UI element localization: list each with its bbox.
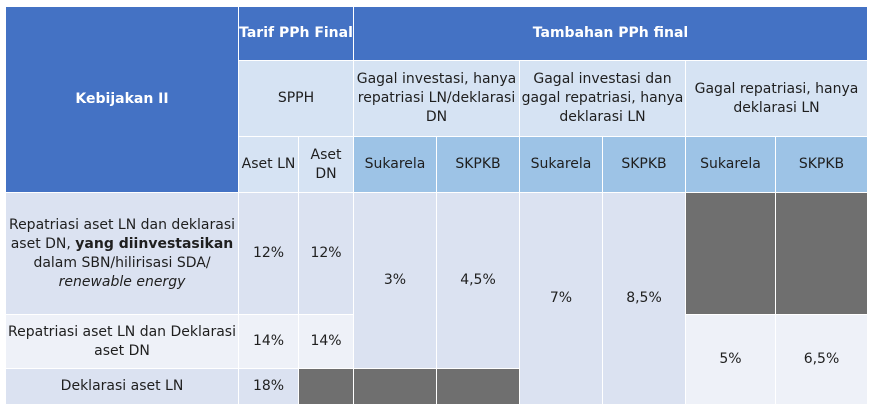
row1-g1-sukarela: 3% [353,192,437,369]
row1-g2-skpkb: 8,5% [602,192,686,405]
row2-g3-skpkb: 6,5% [775,314,868,405]
aset-ln-header: Aset LN [238,136,299,193]
group1-header: Gagal investasi, hanya repatriasi LN/dek… [353,60,520,137]
g1-skpkb-header-label: SKPKB [455,156,501,172]
row1-label-text-2: dalam SBN/hilirisasi SDA/ [33,254,211,271]
row1-g2-skpkb-value: 8,5% [626,290,662,306]
row1-g3-skpkb-unavailable [775,192,868,315]
row2-aset-dn-value: 14% [310,333,342,349]
row2-g3-sukarela: 5% [685,314,776,405]
g2-skpkb-header: SKPKB [602,136,686,193]
policy-header: Kebijakan II [5,6,239,193]
policy-header-label: Kebijakan II [75,91,169,107]
row1-g1-skpkb-value: 4,5% [460,272,496,288]
row2-g3-sukarela-value: 5% [719,351,742,367]
tarif-header: Tarif PPh Final [238,6,354,61]
row2-label: Repatriasi aset LN dan Deklarasi aset DN [5,314,239,369]
g1-skpkb-header: SKPKB [436,136,520,193]
group3-header-label: Gagal repatriasi, hanya deklarasi LN [694,80,859,116]
group3-header: Gagal repatriasi, hanya deklarasi LN [685,60,868,137]
row2-label-text: Repatriasi aset LN dan Deklarasi aset DN [8,323,236,359]
row2-g3-skpkb-value: 6,5% [803,351,840,367]
g3-skpkb-header: SKPKB [775,136,868,193]
g1-sukarela-header: Sukarela [353,136,437,193]
row3-aset-dn-unavailable [298,368,354,405]
aset-ln-header-label: Aset LN [241,156,296,172]
row1-label-italic: renewable energy [58,273,186,290]
row1-g2-sukarela-value: 7% [549,290,573,306]
row3-g1-skpkb-unavailable [436,368,520,405]
group1-header-label: Gagal investasi, hanya repatriasi LN/dek… [356,71,517,125]
row2-aset-dn: 14% [298,314,354,369]
row1-g1-sukarela-value: 3% [383,272,407,288]
row3-aset-ln: 18% [238,368,299,405]
row1-aset-ln: 12% [238,192,299,315]
g2-sukarela-header-label: Sukarela [530,156,592,172]
g3-sukarela-header: Sukarela [685,136,776,193]
row1-label: Repatriasi aset LN dan deklarasi aset DN… [5,192,239,315]
tambahan-header-label: Tambahan PPh final [532,25,689,41]
row1-aset-ln-value: 12% [252,245,285,261]
table-row: Deklarasi aset LN 18% [5,368,868,405]
row3-g1-sukarela-unavailable [353,368,437,405]
row1-g3-sukarela-unavailable [685,192,776,315]
row2-aset-ln: 14% [238,314,299,369]
tarif-header-label: Tarif PPh Final [239,25,353,41]
g1-sukarela-header-label: Sukarela [364,156,426,172]
tax-rate-table: Kebijakan II Tarif PPh Final Tambahan PP… [5,6,868,405]
g2-skpkb-header-label: SKPKB [621,156,667,172]
g2-sukarela-header: Sukarela [519,136,603,193]
row3-aset-ln-value: 18% [252,378,285,394]
row1-label-bold: yang diinvestasikan [75,235,234,252]
row3-label-text: Deklarasi aset LN [60,378,184,394]
row1-label-text: Repatriasi aset LN dan deklarasi aset DN… [8,216,236,252]
row1-g2-sukarela: 7% [519,192,603,405]
row1-g1-skpkb: 4,5% [436,192,520,369]
tambahan-header: Tambahan PPh final [353,6,868,61]
row2-aset-ln-value: 14% [252,333,285,349]
aset-dn-header-label: Aset DN [310,146,342,182]
aset-dn-header: Aset DN [298,136,354,193]
g3-skpkb-header-label: SKPKB [798,156,845,172]
row1-aset-dn-value: 12% [310,245,342,261]
row1-aset-dn: 12% [298,192,354,315]
spph-header: SPPH [238,60,354,137]
group2-header: Gagal investasi dan gagal repatriasi, ha… [519,60,686,137]
table-row: Repatriasi aset LN dan Deklarasi aset DN… [5,314,868,405]
table-row: Repatriasi aset LN dan deklarasi aset DN… [5,192,868,405]
spph-header-label: SPPH [277,90,315,106]
group2-header-label: Gagal investasi dan gagal repatriasi, ha… [521,71,684,125]
row3-label: Deklarasi aset LN [5,368,239,405]
g3-sukarela-header-label: Sukarela [700,156,761,172]
